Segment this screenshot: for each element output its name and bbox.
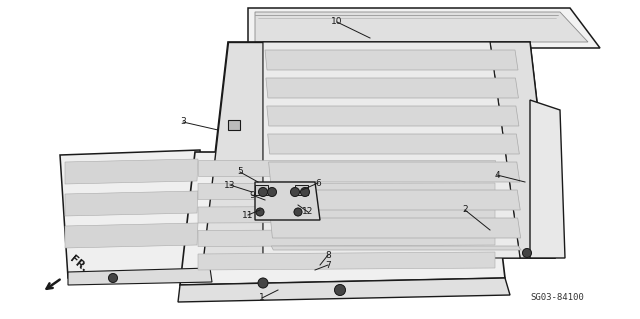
Polygon shape [269,162,520,182]
Circle shape [268,188,276,196]
Text: 12: 12 [302,207,314,217]
Polygon shape [65,223,198,248]
Polygon shape [65,191,198,216]
Text: 10: 10 [332,18,343,26]
Text: 5: 5 [237,167,243,176]
Polygon shape [178,278,510,302]
Text: 9: 9 [249,190,255,199]
Text: 7: 7 [325,261,331,270]
Text: FR.: FR. [68,254,89,274]
Polygon shape [203,42,555,258]
Polygon shape [263,42,520,258]
Circle shape [294,209,301,216]
Polygon shape [255,185,268,195]
Circle shape [257,209,264,216]
Text: 2: 2 [462,205,468,214]
Polygon shape [255,182,320,220]
Text: 6: 6 [315,179,321,188]
Polygon shape [530,100,565,258]
Polygon shape [268,134,519,154]
Polygon shape [65,159,198,184]
Circle shape [523,249,531,257]
Polygon shape [198,206,495,223]
Polygon shape [490,42,555,258]
Circle shape [291,188,299,196]
Text: 1: 1 [259,293,265,302]
Text: 8: 8 [325,250,331,259]
Circle shape [259,188,267,196]
Text: SG03-84100: SG03-84100 [530,293,584,301]
Polygon shape [269,190,520,210]
Polygon shape [198,229,495,247]
Text: 4: 4 [494,170,500,180]
Circle shape [335,285,345,295]
Polygon shape [68,268,212,285]
Circle shape [109,274,117,282]
Polygon shape [198,252,495,270]
Polygon shape [198,183,495,199]
Text: 13: 13 [224,181,236,189]
Polygon shape [60,150,212,278]
Circle shape [259,278,268,287]
Text: 11: 11 [243,211,253,219]
Polygon shape [198,160,495,176]
Polygon shape [295,185,308,195]
Polygon shape [270,218,521,238]
Text: 3: 3 [180,117,186,127]
Polygon shape [228,120,240,130]
Polygon shape [267,106,519,126]
Circle shape [301,188,309,196]
Polygon shape [265,50,518,70]
Polygon shape [266,78,518,98]
Polygon shape [255,12,588,42]
Polygon shape [203,42,263,258]
Polygon shape [180,152,505,285]
Polygon shape [248,8,600,48]
Polygon shape [271,246,521,250]
